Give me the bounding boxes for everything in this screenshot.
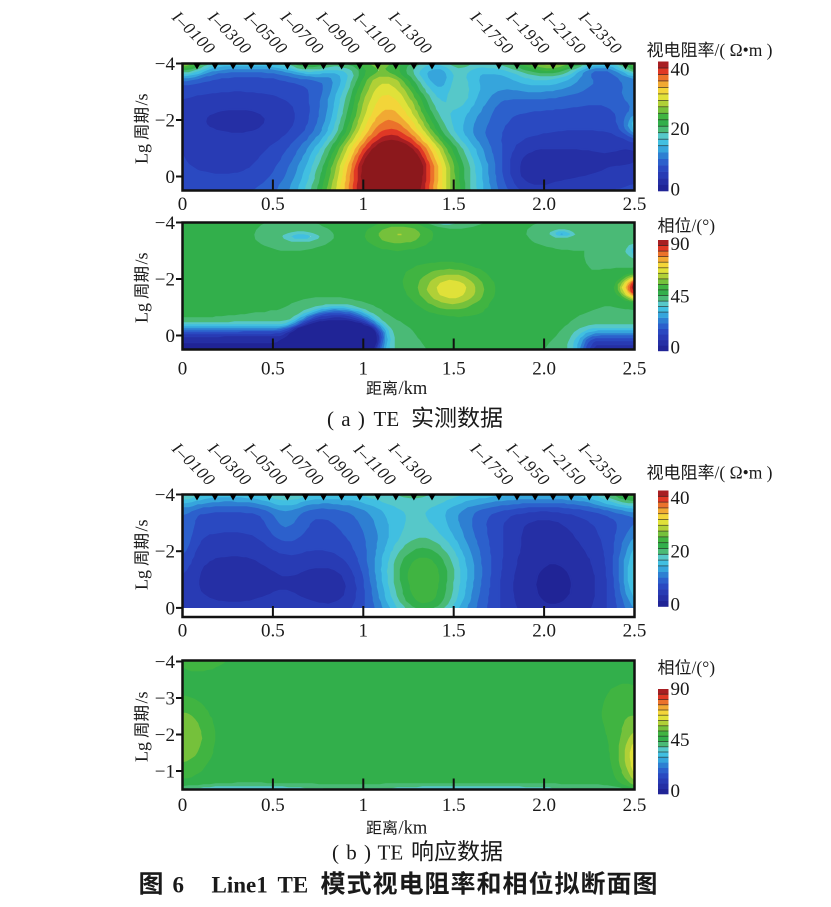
svg-text:/s: /s: [132, 252, 152, 264]
svg-text:40: 40: [671, 488, 690, 509]
svg-text:2.5: 2.5: [623, 194, 647, 215]
svg-text:2.0: 2.0: [532, 359, 556, 380]
svg-text:1.5: 1.5: [442, 194, 466, 215]
svg-text:1: 1: [359, 194, 369, 215]
svg-text:20: 20: [671, 542, 690, 563]
svg-text:/km: /km: [399, 819, 428, 839]
svg-text:−3: −3: [155, 689, 175, 710]
svg-text:/s: /s: [132, 519, 152, 531]
svg-text:6: 6: [173, 873, 185, 898]
svg-text:Lg: Lg: [132, 570, 152, 590]
svg-text:/km: /km: [399, 379, 428, 399]
svg-text:/(°): /(°): [692, 216, 716, 236]
svg-text:1.5: 1.5: [442, 795, 466, 816]
svg-text:/s: /s: [132, 691, 152, 703]
svg-text:0: 0: [178, 359, 188, 380]
svg-text:Lg: Lg: [132, 144, 152, 164]
svg-text:Lg: Lg: [132, 742, 152, 762]
svg-text:0: 0: [166, 167, 176, 188]
svg-text:45: 45: [671, 287, 690, 308]
svg-text:0: 0: [166, 598, 176, 619]
svg-text:( b ): ( b ): [332, 841, 372, 865]
svg-text:−1: −1: [155, 762, 175, 783]
svg-text:0: 0: [671, 781, 681, 802]
svg-text:2.0: 2.0: [532, 795, 556, 816]
svg-text:Line1: Line1: [212, 873, 268, 898]
svg-text:0: 0: [671, 595, 681, 616]
svg-text:20: 20: [671, 119, 690, 140]
svg-text:−2: −2: [155, 542, 175, 563]
svg-text:−4: −4: [155, 652, 176, 673]
svg-text:1.5: 1.5: [442, 621, 466, 642]
svg-text:2.5: 2.5: [623, 359, 647, 380]
svg-text:−4: −4: [155, 54, 176, 75]
svg-text:2.5: 2.5: [623, 795, 647, 816]
svg-text:2.5: 2.5: [623, 621, 647, 642]
svg-text:1: 1: [359, 621, 369, 642]
svg-text:1: 1: [359, 359, 369, 380]
svg-text:0.5: 0.5: [261, 795, 285, 816]
svg-text:/( Ω•m ): /( Ω•m ): [715, 463, 773, 483]
svg-text:0: 0: [178, 795, 188, 816]
svg-text:TE: TE: [374, 407, 400, 431]
svg-text:( a ): ( a ): [327, 407, 366, 431]
svg-text:2.0: 2.0: [532, 621, 556, 642]
svg-text:−2: −2: [155, 270, 175, 291]
svg-text:2.0: 2.0: [532, 194, 556, 215]
svg-text:Lg: Lg: [132, 303, 152, 323]
svg-text:0.5: 0.5: [261, 359, 285, 380]
svg-text:90: 90: [671, 234, 690, 255]
svg-text:−4: −4: [155, 213, 176, 234]
svg-text:1: 1: [359, 795, 369, 816]
svg-text:90: 90: [671, 679, 690, 700]
svg-text:−2: −2: [155, 111, 175, 132]
svg-text:/(°): /(°): [692, 658, 716, 678]
svg-text:0.5: 0.5: [261, 621, 285, 642]
svg-text:40: 40: [671, 60, 690, 81]
svg-text:0: 0: [671, 338, 681, 359]
svg-text:TE: TE: [278, 873, 309, 898]
svg-text:0: 0: [671, 180, 681, 201]
svg-text:−4: −4: [155, 485, 176, 506]
svg-text:0: 0: [166, 326, 176, 347]
svg-text:/s: /s: [132, 93, 152, 105]
svg-text:0: 0: [178, 194, 188, 215]
svg-text:45: 45: [671, 730, 690, 751]
svg-text:−2: −2: [155, 725, 175, 746]
svg-text:0.5: 0.5: [261, 194, 285, 215]
svg-text:0: 0: [178, 621, 188, 642]
svg-text:/( Ω•m ): /( Ω•m ): [715, 40, 773, 60]
svg-text:1.5: 1.5: [442, 359, 466, 380]
svg-text:TE: TE: [378, 841, 404, 865]
